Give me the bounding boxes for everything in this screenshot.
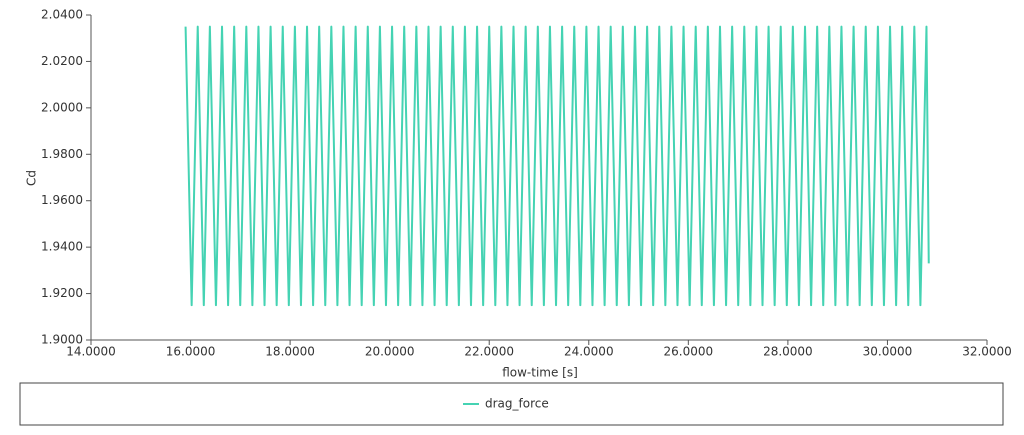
y-tick-label: 2.0000 (41, 100, 83, 114)
y-axis-label: Cd (25, 170, 39, 186)
data-line (184, 25, 930, 307)
y-tick-label: 1.9000 (41, 333, 83, 347)
x-tick-label: 22.0000 (464, 345, 514, 359)
x-axis-label: flow-time [s] (502, 366, 578, 380)
y-tick-label: 2.0200 (41, 54, 83, 68)
legend-box (19, 382, 1004, 426)
y-tick-label: 1.9800 (41, 147, 83, 161)
x-tick-label: 14.0000 (66, 345, 116, 359)
x-tick-label: 16.0000 (166, 345, 216, 359)
x-tick-label: 28.0000 (763, 345, 813, 359)
y-tick-label: 1.9200 (41, 286, 83, 300)
x-tick-label: 24.0000 (564, 345, 614, 359)
x-tick-label: 30.0000 (863, 345, 913, 359)
x-tick-label: 26.0000 (664, 345, 714, 359)
y-tick-label: 1.9400 (41, 240, 83, 254)
y-tick-label: 1.9600 (41, 193, 83, 207)
x-tick-label: 32.0000 (962, 345, 1012, 359)
x-tick-label: 20.0000 (365, 345, 415, 359)
y-tick-label: 2.0400 (41, 8, 83, 22)
x-tick-label: 18.0000 (265, 345, 315, 359)
legend-label: drag_force (485, 397, 549, 411)
